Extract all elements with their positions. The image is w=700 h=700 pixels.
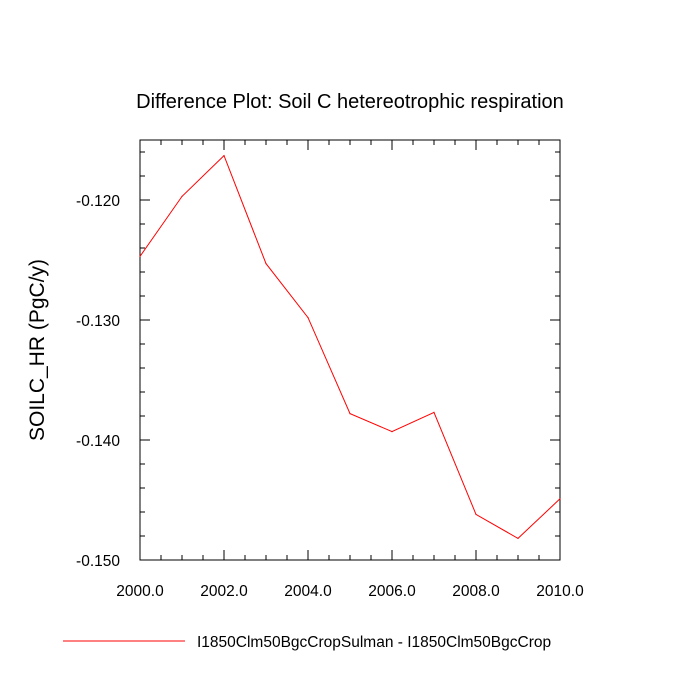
data-point bbox=[181, 195, 183, 197]
x-axis-tick-labels: 2000.0 2002.0 2004.0 2006.0 2008.0 2010.0 bbox=[116, 583, 584, 600]
data-point bbox=[307, 317, 309, 319]
series-group bbox=[139, 154, 561, 540]
data-point bbox=[475, 513, 477, 516]
legend-label: I1850Clm50BgcCropSulman - I1850Clm50BgcC… bbox=[197, 634, 551, 651]
data-point bbox=[433, 411, 435, 413]
data-point bbox=[223, 155, 225, 157]
y-axis-tick-labels: -0.150 -0.140 -0.130 -0.120 bbox=[76, 193, 120, 570]
data-point bbox=[139, 255, 141, 257]
data-point bbox=[559, 498, 561, 500]
plot-border bbox=[139, 139, 561, 561]
x-tick-label: 2010.0 bbox=[536, 583, 584, 600]
y-tick-label: -0.150 bbox=[76, 553, 120, 570]
y-tick-label: -0.120 bbox=[76, 193, 120, 210]
x-tick-label: 2004.0 bbox=[284, 583, 332, 600]
x-tick-label: 2000.0 bbox=[116, 583, 164, 600]
x-tick-label: 2002.0 bbox=[200, 583, 248, 600]
x-tick-label: 2006.0 bbox=[368, 583, 416, 600]
data-point bbox=[265, 263, 267, 265]
x-tick-label: 2008.0 bbox=[452, 583, 500, 600]
data-point bbox=[349, 413, 351, 415]
data-point bbox=[391, 431, 393, 433]
axis-ticks bbox=[139, 140, 561, 561]
y-axis-label: SOILC_HR (PgC/y) bbox=[26, 259, 49, 441]
series-line bbox=[139, 154, 561, 540]
plot-frame bbox=[139, 139, 561, 561]
chart-title: Difference Plot: Soil C hetereotrophic r… bbox=[136, 91, 564, 113]
y-tick-label: -0.130 bbox=[76, 313, 120, 330]
data-point bbox=[517, 537, 519, 540]
legend: I1850Clm50BgcCropSulman - I1850Clm50BgcC… bbox=[63, 634, 551, 651]
y-tick-label: -0.140 bbox=[76, 433, 120, 450]
